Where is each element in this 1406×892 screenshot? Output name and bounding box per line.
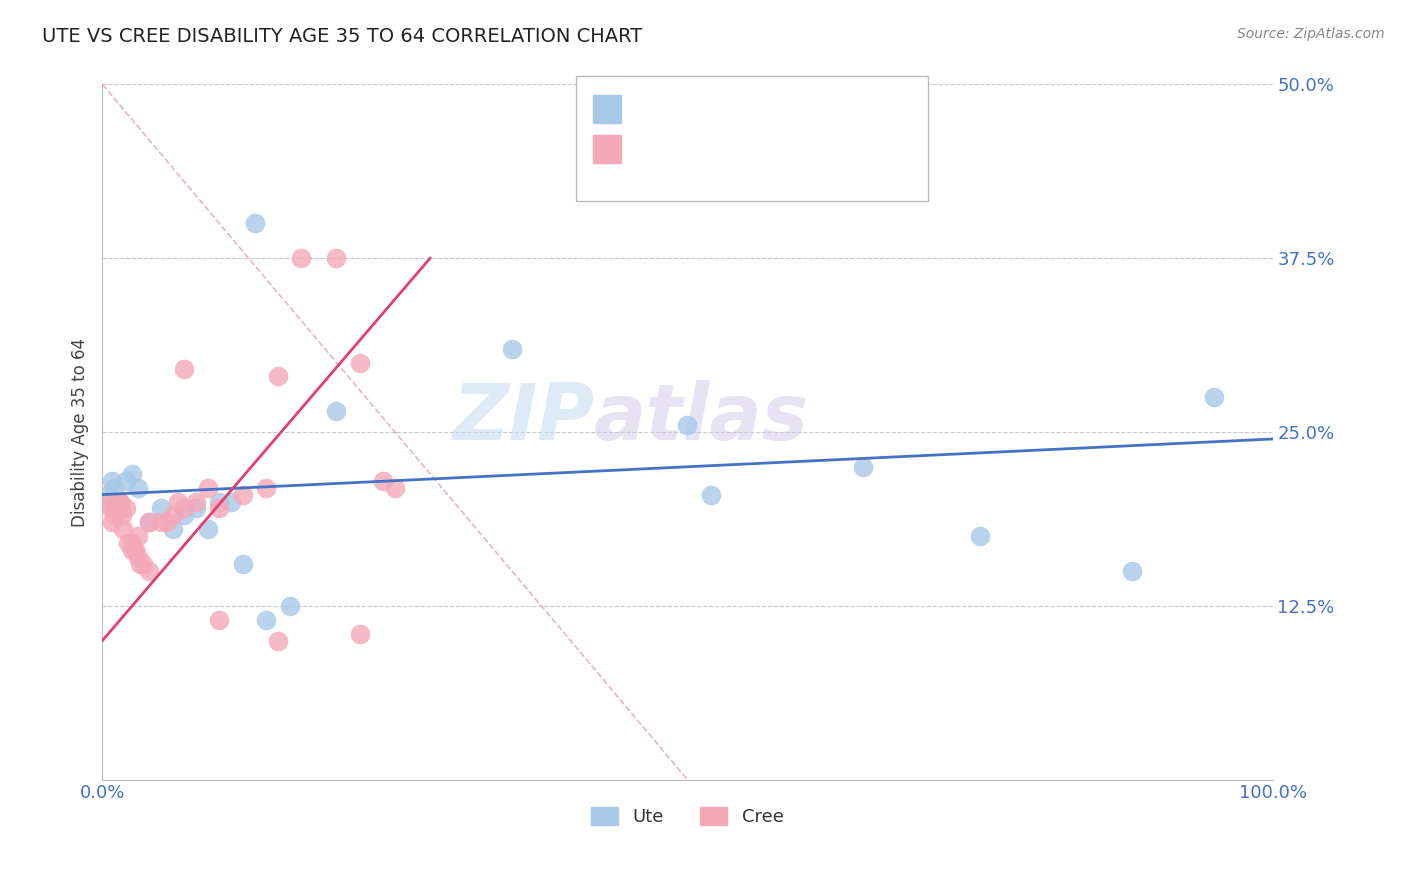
Point xyxy=(384,481,406,495)
Point xyxy=(121,467,143,481)
Point xyxy=(173,508,195,523)
Point xyxy=(700,487,723,501)
Point xyxy=(162,508,184,523)
Point xyxy=(138,564,160,578)
Point xyxy=(243,217,266,231)
Point xyxy=(373,474,395,488)
Point xyxy=(184,501,207,516)
Point xyxy=(100,501,122,516)
Point xyxy=(127,481,149,495)
Point xyxy=(138,516,160,530)
Point xyxy=(128,557,150,571)
Point xyxy=(676,418,699,433)
Point xyxy=(107,494,129,508)
Point xyxy=(101,516,124,530)
Point xyxy=(108,494,131,508)
Text: 0.586: 0.586 xyxy=(668,143,725,161)
Point xyxy=(969,529,991,543)
Point xyxy=(121,543,143,558)
Point xyxy=(254,481,277,495)
Text: 27: 27 xyxy=(775,103,800,120)
Text: R =: R = xyxy=(630,103,669,120)
Point xyxy=(97,487,120,501)
Point xyxy=(114,474,136,488)
Point xyxy=(173,362,195,376)
Point xyxy=(349,355,371,369)
Point xyxy=(1202,390,1225,404)
Point xyxy=(110,501,132,516)
Point xyxy=(167,494,190,508)
Point xyxy=(101,474,124,488)
Point xyxy=(219,494,242,508)
Point xyxy=(121,536,143,550)
Point xyxy=(325,251,347,265)
Point xyxy=(138,516,160,530)
Text: 41: 41 xyxy=(775,143,800,161)
Point xyxy=(1121,564,1143,578)
Text: Source: ZipAtlas.com: Source: ZipAtlas.com xyxy=(1237,27,1385,41)
Point xyxy=(208,501,231,516)
Point xyxy=(111,508,134,523)
Point xyxy=(97,494,120,508)
Point xyxy=(184,494,207,508)
Point xyxy=(127,550,149,565)
Point xyxy=(278,599,301,613)
Point xyxy=(114,501,136,516)
Point xyxy=(232,487,254,501)
Point xyxy=(108,494,131,508)
Point xyxy=(117,536,139,550)
Point xyxy=(290,251,312,265)
Point xyxy=(501,342,523,356)
Point xyxy=(267,369,290,384)
Point xyxy=(197,481,219,495)
Point xyxy=(105,501,128,516)
Point xyxy=(325,404,347,418)
Point xyxy=(156,516,179,530)
Text: 0.136: 0.136 xyxy=(668,103,724,120)
Text: atlas: atlas xyxy=(593,380,808,456)
Point xyxy=(232,557,254,571)
Point xyxy=(132,557,155,571)
Point xyxy=(103,508,125,523)
Legend: Ute, Cree: Ute, Cree xyxy=(583,799,792,833)
Text: R =: R = xyxy=(630,143,669,161)
Point xyxy=(852,459,875,474)
Point xyxy=(173,501,195,516)
Text: UTE VS CREE DISABILITY AGE 35 TO 64 CORRELATION CHART: UTE VS CREE DISABILITY AGE 35 TO 64 CORR… xyxy=(42,27,643,45)
Text: N =: N = xyxy=(735,143,775,161)
Point xyxy=(112,522,135,536)
Point xyxy=(197,522,219,536)
Y-axis label: Disability Age 35 to 64: Disability Age 35 to 64 xyxy=(72,337,89,526)
Point xyxy=(149,501,172,516)
Point xyxy=(208,613,231,627)
Point xyxy=(208,494,231,508)
Point xyxy=(162,522,184,536)
Point xyxy=(349,626,371,640)
Text: N =: N = xyxy=(735,103,775,120)
Point xyxy=(103,481,125,495)
Point xyxy=(267,633,290,648)
Point xyxy=(254,613,277,627)
Point xyxy=(124,543,146,558)
Point xyxy=(149,516,172,530)
Text: ZIP: ZIP xyxy=(451,380,593,456)
Point xyxy=(127,529,149,543)
